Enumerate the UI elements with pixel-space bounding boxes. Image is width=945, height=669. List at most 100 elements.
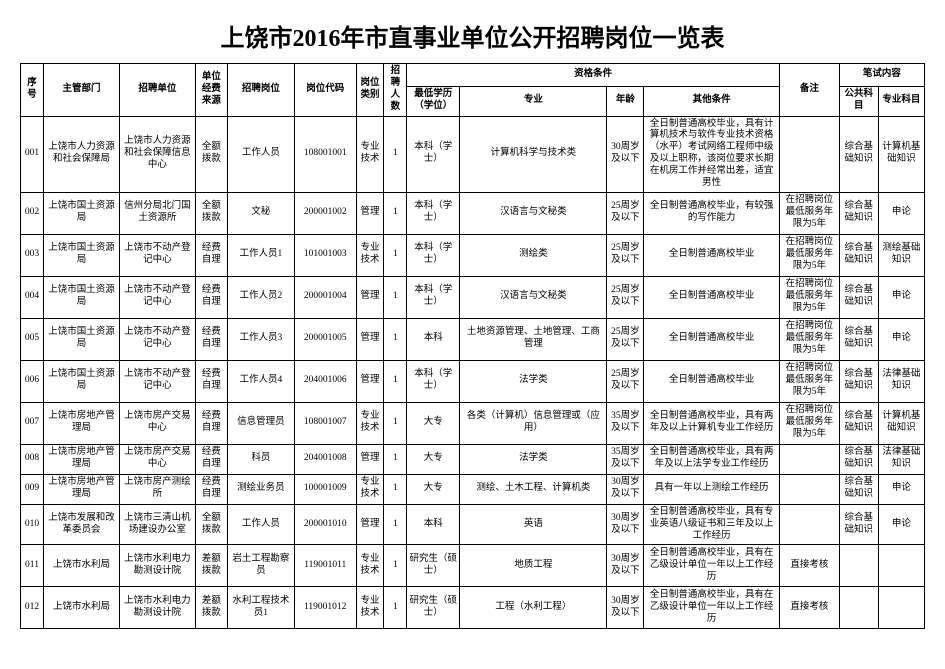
table-row: 006上饶市国土资源局上饶市不动产登记中心经费自理工作人员4204001006管… [21, 360, 925, 402]
cell-num: 1 [384, 234, 407, 276]
cell-fund: 经费自理 [195, 234, 227, 276]
cell-prof: 法律基础知识 [878, 360, 924, 402]
cell-cat: 专业技术 [356, 402, 384, 444]
cell-other: 全日制普通高校毕业，有较强的写作能力 [644, 192, 780, 234]
cell-prof: 申论 [878, 192, 924, 234]
cell-num: 1 [384, 360, 407, 402]
recruitment-table: 序号 主管部门 招聘单位 单位经费来源 招聘岗位 岗位代码 岗位类别 招聘人数 … [20, 63, 925, 629]
cell-pub: 综合基础知识 [839, 192, 878, 234]
col-dept: 主管部门 [44, 64, 120, 117]
cell-post: 水利工程技术员1 [227, 587, 294, 629]
cell-prof [878, 587, 924, 629]
cell-dept: 上饶市水利局 [44, 545, 120, 587]
table-row: 007上饶市房地产管理局上饶市房产交易中心经费自理信息管理员108001007专… [21, 402, 925, 444]
col-seq: 序号 [21, 64, 44, 117]
cell-code: 200001004 [294, 276, 356, 318]
cell-seq: 008 [21, 444, 44, 474]
cell-prof: 法律基础知识 [878, 444, 924, 474]
cell-fund: 经费自理 [195, 474, 227, 504]
cell-unit: 上饶市不动产登记中心 [119, 276, 195, 318]
cell-remark: 直接考核 [779, 587, 839, 629]
cell-dept: 上饶市房地产管理局 [44, 474, 120, 504]
cell-age: 25周岁及以下 [607, 234, 644, 276]
cell-age: 35周岁及以下 [607, 444, 644, 474]
cell-pub: 综合基础知识 [839, 276, 878, 318]
cell-post: 工作人员3 [227, 318, 294, 360]
cell-remark: 在招聘岗位最低服务年限为5年 [779, 276, 839, 318]
cell-prof: 申论 [878, 276, 924, 318]
cell-num: 1 [384, 474, 407, 504]
cell-unit: 信州分局北门国土资源所 [119, 192, 195, 234]
col-code: 岗位代码 [294, 64, 356, 117]
cell-other: 全日制普通高校毕业，具有计算机技术与软件专业技术资格（水平）考试网络工程师中级及… [644, 116, 780, 192]
table-row: 010上饶市发展和改革委员会上饶市三清山机场建设办公室全额拨款工作人员20000… [21, 504, 925, 545]
cell-post: 工作人员 [227, 116, 294, 192]
cell-remark: 直接考核 [779, 545, 839, 587]
cell-fund: 经费自理 [195, 360, 227, 402]
cell-unit: 上饶市不动产登记中心 [119, 360, 195, 402]
cell-major: 英语 [460, 504, 607, 545]
cell-unit: 上饶市不动产登记中心 [119, 234, 195, 276]
cell-cat: 管理 [356, 276, 384, 318]
cell-remark: 在招聘岗位最低服务年限为5年 [779, 318, 839, 360]
cell-remark: 在招聘岗位最低服务年限为5年 [779, 402, 839, 444]
cell-edu: 大专 [407, 402, 460, 444]
cell-seq: 012 [21, 587, 44, 629]
cell-pub: 综合基础知识 [839, 402, 878, 444]
cell-age: 30周岁及以下 [607, 587, 644, 629]
cell-num: 1 [384, 192, 407, 234]
cell-edu: 大专 [407, 444, 460, 474]
cell-prof: 申论 [878, 474, 924, 504]
cell-num: 1 [384, 545, 407, 587]
cell-fund: 经费自理 [195, 318, 227, 360]
col-num: 招聘人数 [384, 64, 407, 117]
table-body: 001上饶市人力资源和社会保障局上饶市人力资源和社会保障信息中心全额拨款工作人员… [21, 116, 925, 629]
cell-seq: 009 [21, 474, 44, 504]
col-qual: 资格条件 [407, 64, 780, 87]
cell-other: 全日制普通高校毕业，具有两年及以上法学专业工作经历 [644, 444, 780, 474]
table-header: 序号 主管部门 招聘单位 单位经费来源 招聘岗位 岗位代码 岗位类别 招聘人数 … [21, 64, 925, 117]
cell-code: 100001009 [294, 474, 356, 504]
table-row: 011上饶市水利局上饶市水利电力勘测设计院差额拨款岩土工程勘察员11900101… [21, 545, 925, 587]
cell-dept: 上饶市房地产管理局 [44, 402, 120, 444]
cell-dept: 上饶市国土资源局 [44, 360, 120, 402]
cell-major: 法学类 [460, 444, 607, 474]
table-row: 003上饶市国土资源局上饶市不动产登记中心经费自理工作人员1101001003专… [21, 234, 925, 276]
cell-major: 测绘类 [460, 234, 607, 276]
cell-edu: 大专 [407, 474, 460, 504]
cell-cat: 专业技术 [356, 234, 384, 276]
cell-edu: 研究生（硕士） [407, 587, 460, 629]
cell-unit: 上饶市房产测绘所 [119, 474, 195, 504]
cell-num: 1 [384, 318, 407, 360]
cell-fund: 全额拨款 [195, 192, 227, 234]
cell-code: 101001003 [294, 234, 356, 276]
cell-prof: 测绘基础知识 [878, 234, 924, 276]
cell-age: 25周岁及以下 [607, 276, 644, 318]
cell-dept: 上饶市国土资源局 [44, 318, 120, 360]
cell-major: 工程（水利工程） [460, 587, 607, 629]
cell-edu: 本科（学士） [407, 360, 460, 402]
cell-prof: 申论 [878, 318, 924, 360]
cell-remark: 在招聘岗位最低服务年限为5年 [779, 360, 839, 402]
cell-code: 204001006 [294, 360, 356, 402]
cell-remark [779, 444, 839, 474]
cell-cat: 管理 [356, 444, 384, 474]
cell-seq: 004 [21, 276, 44, 318]
cell-post: 文秘 [227, 192, 294, 234]
col-post: 招聘岗位 [227, 64, 294, 117]
cell-unit: 上饶市不动产登记中心 [119, 318, 195, 360]
cell-post: 测绘业务员 [227, 474, 294, 504]
cell-edu: 本科 [407, 504, 460, 545]
cell-seq: 011 [21, 545, 44, 587]
col-remark: 备注 [779, 64, 839, 117]
cell-num: 1 [384, 116, 407, 192]
cell-cat: 管理 [356, 192, 384, 234]
cell-num: 1 [384, 276, 407, 318]
cell-major: 汉语言与文秘类 [460, 276, 607, 318]
cell-code: 200001010 [294, 504, 356, 545]
cell-age: 35周岁及以下 [607, 402, 644, 444]
cell-post: 工作人员4 [227, 360, 294, 402]
col-pub: 公共科目 [839, 86, 878, 116]
table-row: 004上饶市国土资源局上饶市不动产登记中心经费自理工作人员2200001004管… [21, 276, 925, 318]
cell-dept: 上饶市国土资源局 [44, 276, 120, 318]
